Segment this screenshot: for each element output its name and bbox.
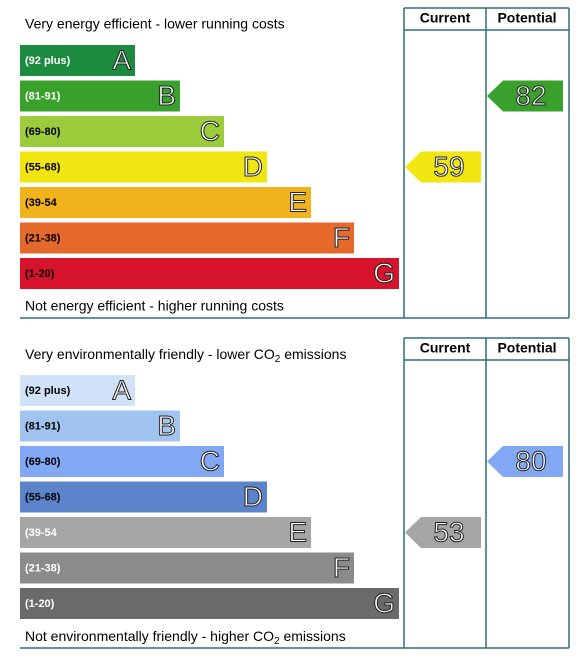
band-letter: E xyxy=(288,186,307,217)
bottom-label: Not environmentally friendly - higher CO… xyxy=(25,628,346,647)
band-letter: B xyxy=(157,410,176,441)
rating-band xyxy=(20,375,135,406)
column-header: Current xyxy=(420,10,471,26)
band-range: (39-54 xyxy=(25,197,58,209)
band-letter: D xyxy=(243,151,263,182)
top-label: Very environmentally friendly - lower CO… xyxy=(25,346,346,365)
band-range: (21-38) xyxy=(25,562,61,574)
rating-band xyxy=(20,45,135,76)
current-arrow xyxy=(405,517,481,548)
bottom-label: Not energy efficient - higher running co… xyxy=(25,298,284,314)
rating-band xyxy=(20,222,354,254)
potential-arrow xyxy=(487,80,563,112)
top-label: Very energy efficient - lower running co… xyxy=(25,16,285,32)
rating-band xyxy=(20,151,267,183)
band-range: (1-20) xyxy=(25,268,55,280)
column-header: Potential xyxy=(497,10,556,26)
rating-band xyxy=(20,517,311,548)
rating-band xyxy=(20,446,224,477)
band-range: (1-20) xyxy=(25,598,55,610)
rating-band xyxy=(20,258,399,289)
rating-band xyxy=(20,481,267,513)
current-arrow xyxy=(405,151,481,183)
label-text: emissions xyxy=(280,346,346,362)
band-range: (92 plus) xyxy=(25,385,71,397)
band-letter: A xyxy=(112,44,131,75)
column-header: Potential xyxy=(497,340,556,356)
band-letter: D xyxy=(243,481,263,512)
rating-band xyxy=(20,410,180,442)
band-range: (69-80) xyxy=(25,456,61,468)
band-range: (21-38) xyxy=(25,232,61,244)
band-letter: A xyxy=(112,374,131,405)
subscript: 2 xyxy=(275,354,281,365)
rating-band xyxy=(20,80,180,112)
band-range: (81-91) xyxy=(25,90,61,102)
band-letter: E xyxy=(288,516,307,547)
potential-value: 82 xyxy=(515,80,546,111)
label-text: emissions xyxy=(280,628,346,644)
band-letter: C xyxy=(200,115,220,146)
band-range: (69-80) xyxy=(25,126,61,138)
rating-band xyxy=(20,187,311,218)
subscript: 2 xyxy=(274,636,280,647)
band-letter: C xyxy=(200,445,220,476)
label-text: Not environmentally friendly - higher CO xyxy=(25,628,274,644)
current-value: 53 xyxy=(433,516,464,547)
potential-value: 80 xyxy=(515,445,546,476)
band-range: (39-54 xyxy=(25,527,58,539)
label-text: Very environmentally friendly - lower CO xyxy=(25,346,275,362)
rating-band xyxy=(20,116,224,147)
band-range: (81-91) xyxy=(25,420,61,432)
band-letter: G xyxy=(373,257,395,288)
band-range: (55-68) xyxy=(25,161,61,173)
band-range: (92 plus) xyxy=(25,55,71,67)
band-range: (55-68) xyxy=(25,491,61,503)
column-header: Current xyxy=(420,340,471,356)
potential-arrow xyxy=(487,446,563,477)
rating-band xyxy=(20,588,399,619)
band-letter: B xyxy=(157,80,176,111)
band-letter: G xyxy=(373,587,395,618)
band-letter: F xyxy=(333,552,350,583)
band-letter: F xyxy=(333,222,350,253)
rating-band xyxy=(20,552,354,584)
current-value: 59 xyxy=(433,151,464,182)
